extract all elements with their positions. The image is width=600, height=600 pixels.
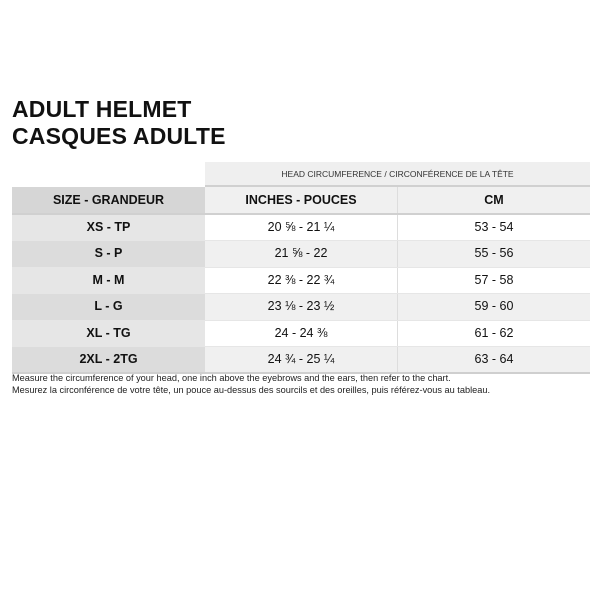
table-row: L - G 23 ⅛ - 23 ½ 59 - 60 bbox=[12, 294, 590, 321]
cell-cm: 63 - 64 bbox=[398, 346, 590, 373]
cell-inches: 21 ⅝ - 22 bbox=[205, 241, 398, 267]
table-row: S - P 21 ⅝ - 22 55 - 56 bbox=[12, 241, 590, 268]
measurement-note: Measure the circumference of your head, … bbox=[12, 372, 490, 396]
cell-inches: 24 ¾ - 25 ¼ bbox=[205, 346, 398, 373]
column-header-inches: INCHES - POUCES bbox=[205, 187, 398, 213]
cell-inches: 22 ⅜ - 22 ¾ bbox=[205, 267, 398, 294]
cell-cm: 55 - 56 bbox=[398, 241, 590, 267]
cell-size: M - M bbox=[12, 267, 205, 294]
column-header-size: SIZE - GRANDEUR bbox=[12, 187, 205, 213]
note-english: Measure the circumference of your head, … bbox=[12, 373, 451, 383]
cell-cm: 61 - 62 bbox=[474, 325, 514, 340]
table-row: 2XL - 2TG 24 ¾ - 25 ¼ 63 - 64 bbox=[12, 346, 590, 375]
cell-size: XS - TP bbox=[12, 215, 205, 241]
table-row: XS - TP 20 ⅝ - 21 ¼ 53 - 54 bbox=[12, 215, 590, 242]
cell-size: S - P bbox=[12, 241, 205, 267]
cell-size: L - G bbox=[12, 294, 205, 320]
cell-inches: 20 ⅝ - 21 ¼ bbox=[205, 215, 398, 241]
cell-size: XL - TG bbox=[12, 320, 205, 346]
cell-inches: 23 ⅛ - 23 ½ bbox=[205, 294, 398, 320]
cell-cm: 59 - 60 bbox=[398, 294, 590, 320]
page-title: ADULT HELMET CASQUES ADULTE bbox=[12, 96, 226, 150]
size-chart: HEAD CIRCUMFERENCE / CIRCONFÉRENCE DE LA… bbox=[12, 162, 590, 375]
group-header: HEAD CIRCUMFERENCE / CIRCONFÉRENCE DE LA… bbox=[205, 162, 590, 187]
cell-size: 2XL - 2TG bbox=[12, 346, 205, 373]
column-header-cm: CM bbox=[398, 187, 590, 213]
title-french: CASQUES ADULTE bbox=[12, 123, 226, 149]
cell-cm: 57 - 58 bbox=[474, 272, 514, 287]
cell-cm: 53 - 54 bbox=[474, 220, 514, 234]
table-row: M - M 22 ⅜ - 22 ¾ 57 - 58 bbox=[12, 267, 590, 295]
cell-inches: 24 - 24 ⅜ bbox=[205, 320, 398, 346]
table-row: XL - TG 24 - 24 ⅜ 61 - 62 bbox=[12, 320, 590, 347]
title-english: ADULT HELMET bbox=[12, 96, 192, 122]
column-header-row: SIZE - GRANDEUR INCHES - POUCES CM bbox=[12, 187, 590, 215]
note-french: Mesurez la circonférence de votre tête, … bbox=[12, 385, 491, 395]
